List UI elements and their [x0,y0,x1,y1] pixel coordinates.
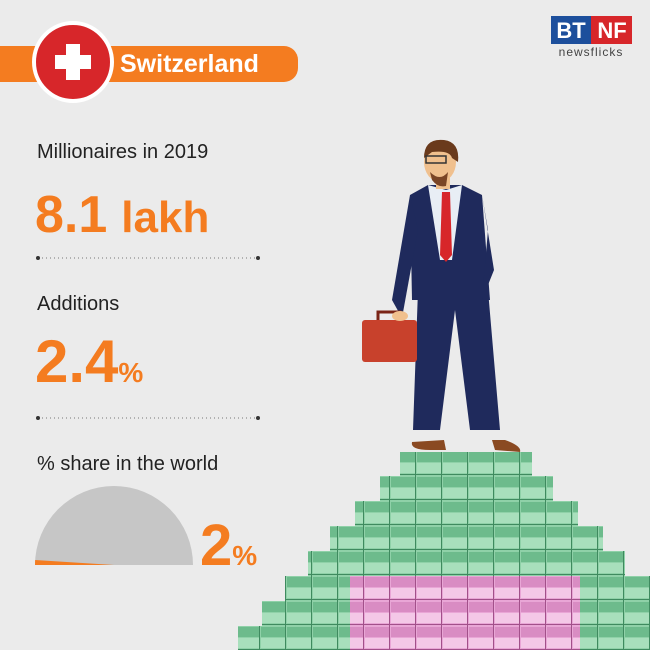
divider-dot [256,416,260,420]
gauge-track [35,486,193,565]
stat-number: 2.4 [35,328,119,395]
flag-cross [55,44,91,80]
businessman [362,139,521,452]
stat-unit: % [118,357,143,388]
logo-left-box [551,16,591,44]
country: Switzerland [120,50,259,78]
logo-left: BT [556,18,586,43]
divider-dot [36,416,40,420]
divider-dot [256,256,260,260]
logo-sub: newsflicks [559,45,624,59]
stat-value: 2.4% [35,328,143,395]
logo-right-box [591,16,632,44]
gauge-fill [35,560,114,565]
money-pyramid [238,452,650,650]
stat-label: Additions [37,293,119,315]
stat-value: 8.1 lakh [35,186,209,244]
divider-dot [36,256,40,260]
share-value: 2% [200,513,257,578]
stat-number: 8.1 [35,186,107,244]
stat-label: Millionaires in 2019 [37,141,208,163]
share-number: 2 [200,513,232,578]
stat-unit: lakh [121,193,209,242]
share-label: % share in the world [37,453,218,475]
share-unit: % [232,540,257,571]
logo-right: NF [597,18,626,43]
